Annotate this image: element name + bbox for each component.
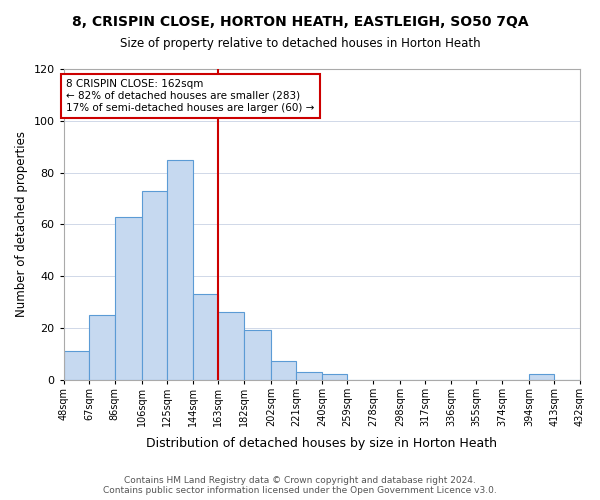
Bar (244, 330, 271, 380)
Bar (89, 315, 115, 380)
Bar (322, 374, 347, 380)
Bar (167, 160, 193, 380)
Bar (296, 372, 322, 380)
Bar (193, 294, 218, 380)
Bar (529, 374, 554, 380)
Bar (115, 216, 142, 380)
Bar (218, 312, 244, 380)
Text: Size of property relative to detached houses in Horton Heath: Size of property relative to detached ho… (119, 38, 481, 51)
Text: Contains HM Land Registry data © Crown copyright and database right 2024.
Contai: Contains HM Land Registry data © Crown c… (103, 476, 497, 495)
Y-axis label: Number of detached properties: Number of detached properties (15, 132, 28, 318)
Bar (271, 362, 296, 380)
Text: 8 CRISPIN CLOSE: 162sqm
← 82% of detached houses are smaller (283)
17% of semi-d: 8 CRISPIN CLOSE: 162sqm ← 82% of detache… (67, 80, 315, 112)
Bar (142, 190, 167, 380)
X-axis label: Distribution of detached houses by size in Horton Heath: Distribution of detached houses by size … (146, 437, 497, 450)
Text: 8, CRISPIN CLOSE, HORTON HEATH, EASTLEIGH, SO50 7QA: 8, CRISPIN CLOSE, HORTON HEATH, EASTLEIG… (71, 15, 529, 29)
Bar (64, 351, 89, 380)
